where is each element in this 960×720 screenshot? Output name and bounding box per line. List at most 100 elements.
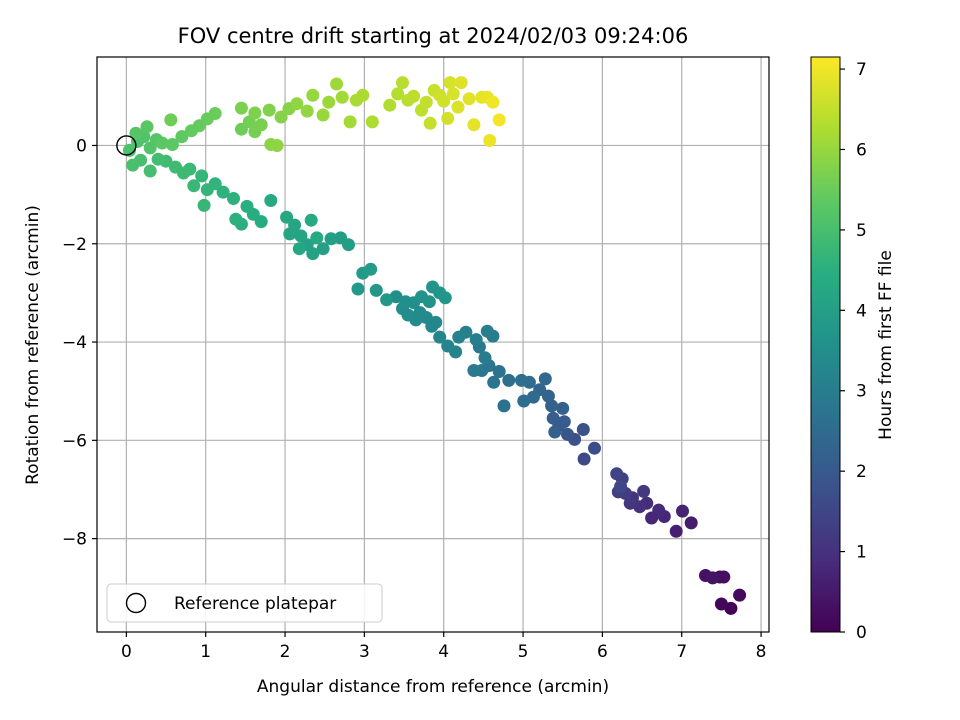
data-point xyxy=(467,118,481,132)
colorbar-gradient xyxy=(810,56,841,633)
data-point xyxy=(274,110,288,124)
chart-title: FOV centre drift starting at 2024/02/03 … xyxy=(178,24,689,48)
data-point xyxy=(155,136,169,150)
data-point xyxy=(515,373,528,387)
data-point xyxy=(478,351,492,365)
data-point xyxy=(264,194,278,207)
data-point xyxy=(164,113,178,127)
data-point xyxy=(480,324,494,338)
data-point xyxy=(123,143,136,157)
y-axis-label: Rotation from reference (arcmin) xyxy=(23,205,43,485)
data-point xyxy=(706,571,720,585)
data-point xyxy=(270,139,284,152)
data-point xyxy=(545,399,559,413)
data-point xyxy=(334,231,348,245)
data-point xyxy=(280,210,294,224)
data-point xyxy=(292,242,306,256)
data-point xyxy=(561,427,574,441)
data-point xyxy=(669,524,683,538)
data-point xyxy=(254,118,268,132)
data-point xyxy=(234,101,248,115)
colorbar-tick-label: 1 xyxy=(856,543,867,563)
data-point xyxy=(310,231,324,245)
x-tick-label: 2 xyxy=(280,642,291,662)
data-point xyxy=(441,111,455,125)
data-point xyxy=(676,504,689,518)
data-point xyxy=(140,120,154,134)
data-point xyxy=(240,199,254,213)
colorbar-tick-label: 6 xyxy=(856,140,867,160)
data-point xyxy=(391,87,405,101)
data-point xyxy=(637,484,651,498)
data-point xyxy=(557,415,571,429)
colorbar: 0 1 2 3 4 5 6 7 Hours from first FF file xyxy=(810,56,896,643)
data-point xyxy=(462,92,476,106)
data-point xyxy=(151,152,165,166)
data-point xyxy=(483,134,497,147)
data-point xyxy=(517,394,531,408)
data-point xyxy=(684,516,698,530)
data-point xyxy=(454,76,468,90)
data-point xyxy=(623,496,637,510)
data-point xyxy=(441,339,455,353)
data-point xyxy=(300,104,314,118)
data-point xyxy=(169,160,182,174)
colorbar-tick-label: 2 xyxy=(856,462,867,482)
data-point xyxy=(492,365,506,378)
data-point xyxy=(610,467,624,481)
data-point xyxy=(290,97,304,111)
y-tick-label: −4 xyxy=(62,333,87,353)
data-point xyxy=(422,295,436,309)
data-point xyxy=(538,372,552,386)
data-point xyxy=(306,88,320,102)
x-tick-label: 5 xyxy=(518,642,529,662)
data-point xyxy=(126,158,140,172)
data-point xyxy=(556,401,570,415)
x-tick-label: 4 xyxy=(438,642,449,662)
y-tick-label: 0 xyxy=(76,136,87,156)
plot-frame xyxy=(96,56,770,633)
data-point xyxy=(486,95,500,109)
data-point xyxy=(546,411,560,425)
data-point xyxy=(262,103,276,117)
colorbar-tick-label: 3 xyxy=(856,382,867,402)
data-point xyxy=(216,185,230,199)
data-point xyxy=(469,333,483,347)
data-point xyxy=(316,242,330,256)
legend-label: Reference platepar xyxy=(174,594,336,614)
data-point xyxy=(467,364,481,377)
data-point xyxy=(195,169,209,183)
data-point xyxy=(364,262,378,276)
legend-marker xyxy=(125,592,147,614)
x-axis-label: Angular distance from reference (arcmin) xyxy=(257,677,609,697)
data-point xyxy=(343,115,357,129)
data-point xyxy=(227,192,240,205)
x-tick-label: 8 xyxy=(756,642,767,662)
data-point xyxy=(248,106,262,120)
data-point xyxy=(229,212,243,226)
data-point xyxy=(330,77,344,91)
data-point xyxy=(129,126,143,140)
data-point xyxy=(487,375,501,389)
colorbar-label: Hours from first FF file xyxy=(876,250,896,440)
data-point xyxy=(294,229,308,243)
data-point xyxy=(576,423,590,436)
data-point xyxy=(407,89,421,103)
data-point xyxy=(452,330,466,344)
reference-marker xyxy=(116,135,137,156)
data-point xyxy=(165,138,179,151)
data-point xyxy=(717,570,731,584)
data-point xyxy=(175,130,189,144)
y-tick-label: −2 xyxy=(62,235,87,255)
colorbar-tick-label: 0 xyxy=(856,623,867,643)
data-point xyxy=(365,115,379,129)
data-point xyxy=(356,88,370,102)
data-point xyxy=(143,164,157,178)
reference-point xyxy=(116,135,137,156)
data-point xyxy=(577,452,591,466)
y-tick-label: −6 xyxy=(62,431,87,451)
data-point xyxy=(304,213,318,227)
data-point xyxy=(588,441,601,455)
legend-box xyxy=(106,583,383,623)
data-point xyxy=(446,87,460,101)
